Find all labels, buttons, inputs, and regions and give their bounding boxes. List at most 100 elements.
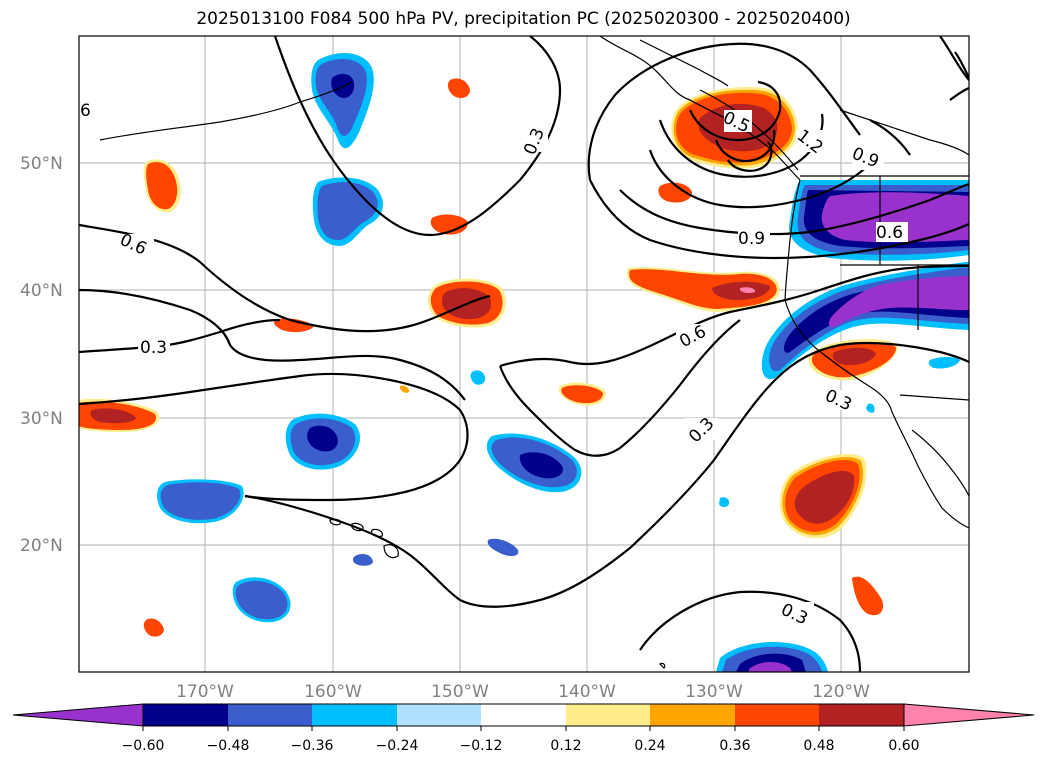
pos-blob-small-center-core bbox=[561, 385, 603, 404]
bc-interior bbox=[839, 109, 969, 156]
west-coast bbox=[784, 179, 893, 413]
contour-bottom-right bbox=[949, 86, 969, 101]
neg-blob-hawaii-west-core bbox=[160, 482, 241, 520]
colorbar-tick-label: 0.36 bbox=[719, 738, 750, 754]
lat-label-20n: 20°N bbox=[20, 536, 63, 556]
neg-blob-small-6 bbox=[719, 497, 730, 507]
colorbar-tick-label: −0.36 bbox=[291, 738, 334, 754]
contour-label-0.9-center: 0.9 bbox=[738, 229, 765, 249]
neg-blob-small-3 bbox=[352, 554, 373, 566]
contour-bottom bbox=[639, 590, 862, 672]
colorbar-tick-label: −0.12 bbox=[460, 738, 503, 754]
lon-label-140w: 140°W bbox=[558, 682, 616, 702]
lon-label-120w: 120°W bbox=[812, 682, 870, 702]
alaska-islands bbox=[639, 39, 729, 87]
contour-alaska-2 bbox=[619, 182, 969, 236]
pos-blob-east-band-pink bbox=[740, 287, 756, 294]
baja-coast bbox=[891, 411, 969, 529]
contour-label-0.3-west: 0.3 bbox=[140, 338, 167, 358]
contour-top-right bbox=[939, 36, 969, 81]
colorbar-left-arrow bbox=[12, 703, 144, 727]
colorbar-segment bbox=[735, 704, 819, 726]
colorbar-tick-label: −0.60 bbox=[122, 738, 165, 754]
contour-alaska-1 bbox=[589, 179, 969, 260]
negative-precip-anomalies bbox=[157, 53, 969, 672]
neg-blob-california-core bbox=[828, 276, 969, 328]
pos-blob-small-left bbox=[274, 318, 314, 333]
pos-blob-small-southeast bbox=[852, 576, 884, 616]
neg-blob-west-coast-north-core bbox=[821, 192, 969, 243]
lat-tick-labels: 50°N 40°N 30°N 20°N bbox=[20, 154, 63, 556]
pos-blob-socal-core bbox=[832, 347, 876, 366]
contour-alaska-3 bbox=[648, 149, 871, 209]
aleutian-chain bbox=[99, 81, 353, 141]
colorbar-segment bbox=[650, 704, 735, 726]
lat-label-40n: 40°N bbox=[20, 281, 63, 301]
neg-blob-central-pacific-west-core bbox=[307, 425, 338, 452]
neg-blob-south-center-core bbox=[748, 662, 792, 672]
contour-central-loop bbox=[79, 372, 469, 502]
figure-title: 2025013100 F084 500 hPa PV, precipitatio… bbox=[196, 9, 851, 29]
neg-blob-southwest-core bbox=[235, 580, 288, 620]
hawaii-4 bbox=[383, 544, 399, 559]
neg-blob-small-1 bbox=[470, 370, 486, 385]
colorbar-tick-label: 0.12 bbox=[550, 738, 581, 754]
pos-blob-southeast-core bbox=[794, 470, 855, 524]
contour-0.3-inner bbox=[498, 319, 741, 457]
pos-blob-small-tiny bbox=[400, 385, 410, 393]
colorbar-tick-label: −0.48 bbox=[207, 738, 250, 754]
lon-tick-labels: 170°W 160°W 150°W 140°W 130°W 120°W bbox=[176, 682, 870, 702]
colorbar-segment bbox=[397, 704, 481, 726]
colorbar-segment bbox=[143, 704, 228, 726]
contour-labels: 6 0.3 0.6 0.3 0.5 1.2 0.9 0.9 0.6 0.6 0.… bbox=[80, 101, 908, 629]
colorbar-frame bbox=[142, 703, 905, 727]
contour-alaska-5 bbox=[688, 80, 782, 142]
contour-west-0.6 bbox=[79, 288, 466, 401]
neg-blob-bering-center bbox=[331, 73, 355, 98]
colorbar: −0.60 −0.48 −0.36 −0.24 −0.12 0.12 0.24 … bbox=[12, 703, 1035, 754]
contour-lower-left bbox=[79, 223, 491, 333]
contour-bering-loop bbox=[273, 36, 562, 237]
colorbar-segment bbox=[819, 704, 904, 726]
pos-blob-small-aleutian bbox=[430, 214, 468, 235]
colorbar-right-arrow bbox=[903, 703, 1035, 727]
colorbar-tick-label: 0.24 bbox=[634, 738, 665, 754]
neg-blob-small-2 bbox=[487, 538, 519, 557]
colorbar-tick-label: 0.60 bbox=[888, 738, 919, 754]
map-frame bbox=[78, 35, 970, 673]
contour-alaska-7 bbox=[727, 141, 773, 172]
colorbar-segment bbox=[228, 704, 312, 726]
pos-blob-small-north bbox=[447, 78, 470, 98]
alaska-coast bbox=[599, 36, 801, 181]
us-mexico-border bbox=[899, 394, 969, 401]
lon-label-150w: 150°W bbox=[431, 682, 489, 702]
contour-label-0.6-east: 0.6 bbox=[876, 223, 903, 243]
contour-upper-right bbox=[869, 119, 911, 156]
contour-west-0.3 bbox=[79, 318, 281, 354]
colorbar-segment bbox=[481, 704, 566, 726]
pos-blob-dateline-core bbox=[90, 408, 136, 424]
colorbar-ticks bbox=[142, 726, 905, 731]
neg-blob-central-pacific-east-core bbox=[519, 452, 563, 479]
pos-blob-small-dateline-south bbox=[143, 618, 164, 637]
bc-coast-detail bbox=[699, 89, 799, 171]
coastlines bbox=[99, 36, 969, 669]
map-content: 6 0.3 0.6 0.3 0.5 1.2 0.9 0.9 0.6 0.6 0.… bbox=[79, 36, 969, 672]
lon-label-170w: 170°W bbox=[176, 682, 234, 702]
contour-far-right bbox=[954, 51, 969, 79]
small-island-1 bbox=[658, 662, 666, 669]
colorbar-tick-label: −0.24 bbox=[376, 738, 419, 754]
contour-south-loop bbox=[244, 341, 969, 608]
pv-contours bbox=[79, 36, 969, 672]
neg-blob-small-5 bbox=[866, 403, 875, 413]
contour-alaska-6 bbox=[714, 129, 776, 163]
colorbar-tick-label: 0.48 bbox=[803, 738, 834, 754]
colorbar-segment bbox=[566, 704, 650, 726]
lat-label-30n: 30°N bbox=[20, 409, 63, 429]
mexico-coast bbox=[911, 429, 969, 497]
colorbar-segment bbox=[312, 704, 397, 726]
lon-label-130w: 130°W bbox=[685, 682, 743, 702]
neg-blob-small-4 bbox=[928, 357, 960, 369]
pos-blob-small-gulf bbox=[658, 182, 692, 203]
